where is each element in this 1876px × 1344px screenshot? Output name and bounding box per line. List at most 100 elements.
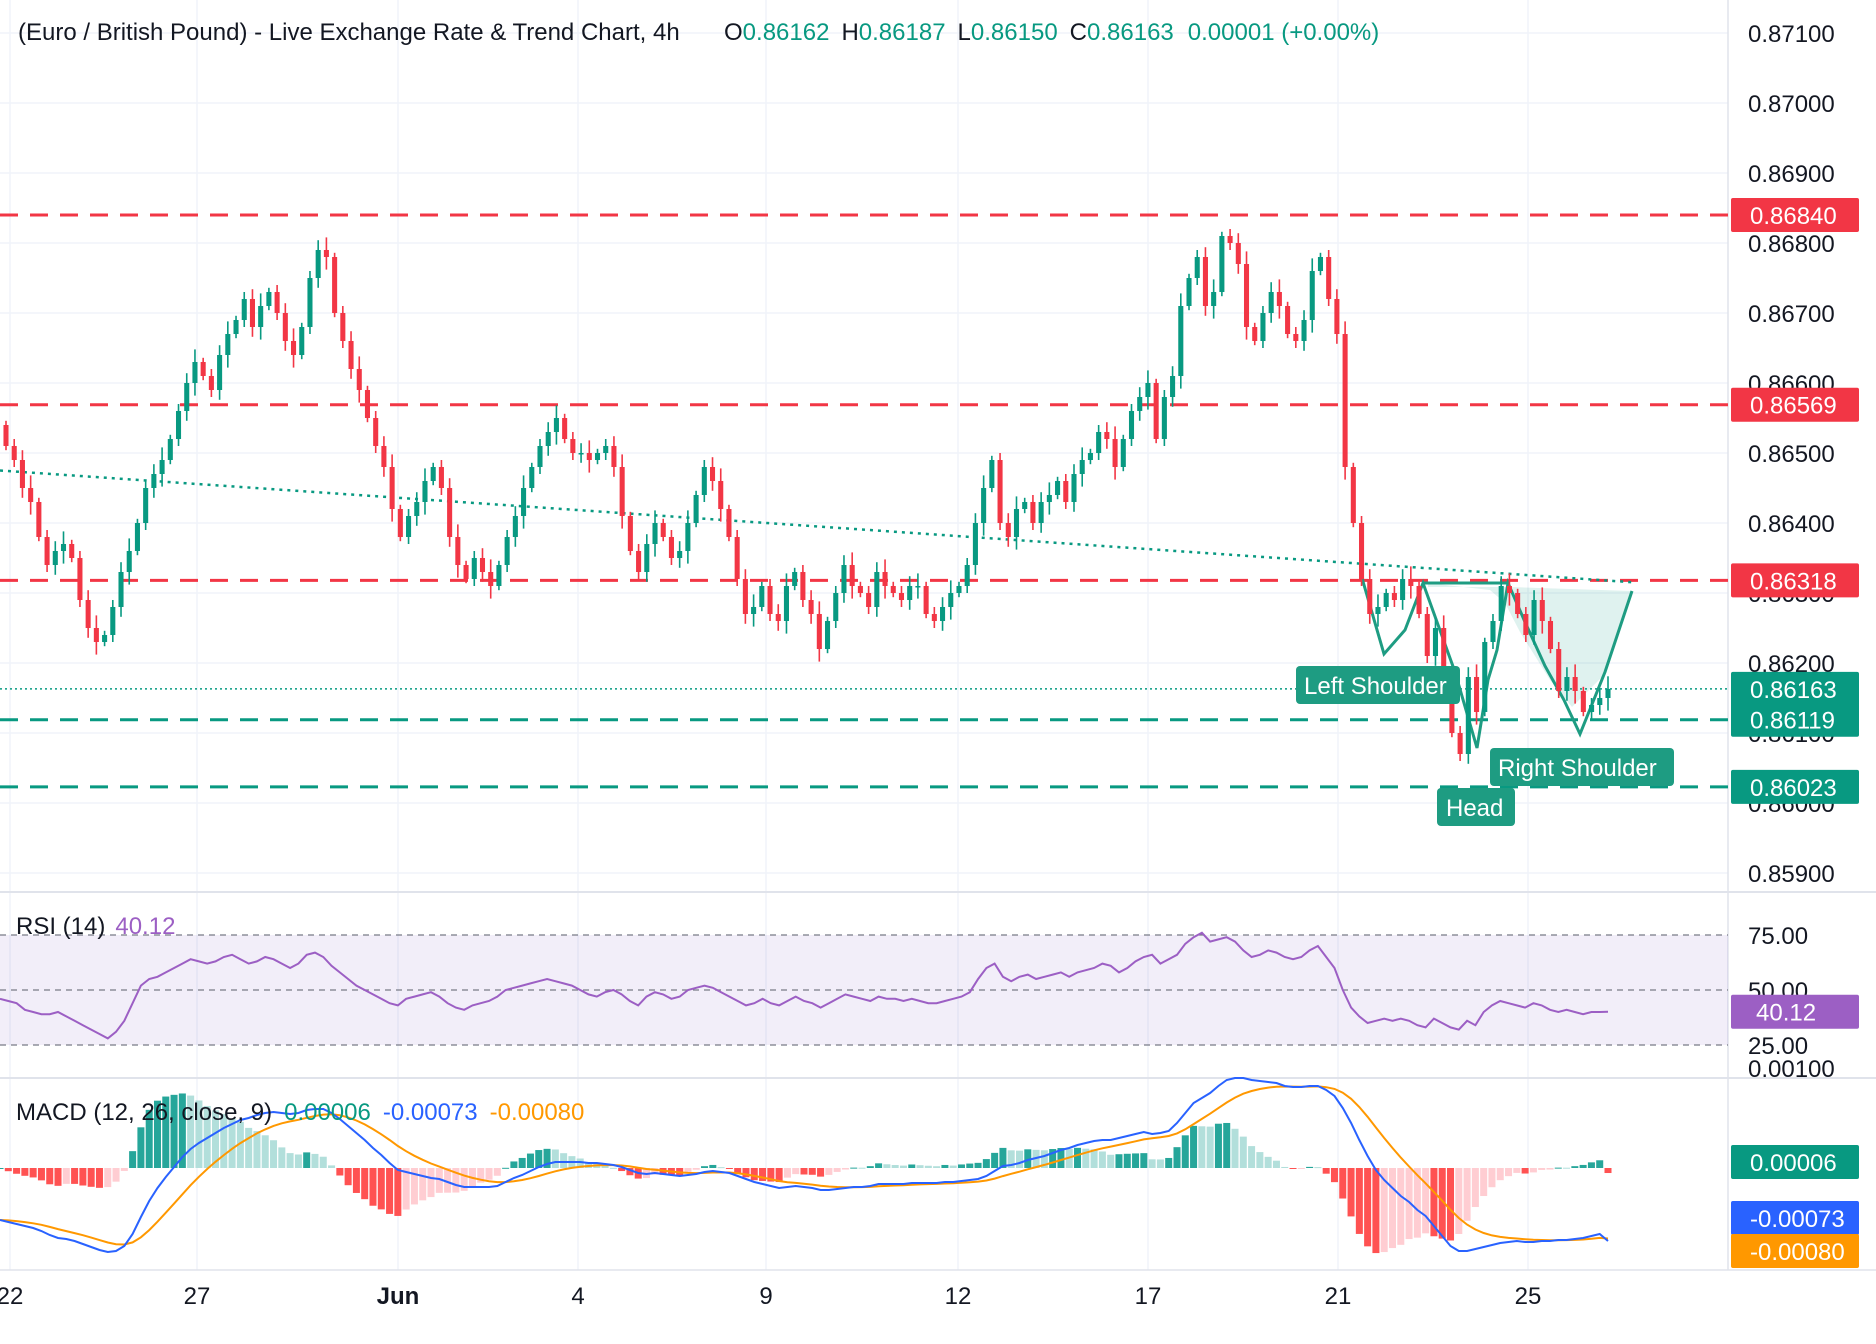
candle-body bbox=[775, 614, 781, 621]
candle-body bbox=[1342, 334, 1348, 467]
candle bbox=[685, 510, 691, 564]
candle bbox=[1211, 279, 1217, 319]
macd-value-tag-text: -0.00080 bbox=[1750, 1239, 1845, 1266]
pattern-outline bbox=[1360, 577, 1634, 749]
candle-body bbox=[693, 495, 699, 523]
descending-trendline bbox=[0, 469, 1637, 584]
candle-body bbox=[241, 299, 247, 320]
price-axis[interactable]: 0.871000.870000.869000.868000.867000.866… bbox=[1731, 21, 1859, 888]
candle bbox=[1506, 573, 1512, 606]
candle-body bbox=[1580, 691, 1586, 712]
macd-histogram-bar bbox=[841, 1168, 849, 1170]
candle-body bbox=[512, 516, 518, 537]
pattern-fill bbox=[1428, 583, 1632, 707]
macd-histogram-bar bbox=[344, 1168, 352, 1186]
rsi-legend: RSI (14) 40.12 bbox=[16, 913, 175, 940]
macd-histogram-bar bbox=[576, 1158, 584, 1168]
candle-body bbox=[825, 621, 831, 649]
candle bbox=[1186, 273, 1192, 311]
candle-body bbox=[118, 572, 124, 607]
candle-body bbox=[126, 551, 132, 572]
candle-body bbox=[1326, 257, 1332, 299]
time-tick-label: 4 bbox=[571, 1283, 584, 1310]
candle-body bbox=[1474, 677, 1480, 712]
candle-body bbox=[701, 467, 707, 495]
candle bbox=[1605, 676, 1611, 711]
candle bbox=[586, 440, 592, 473]
time-tick-label: 27 bbox=[184, 1283, 211, 1310]
candle bbox=[233, 315, 239, 339]
macd-histogram-bar bbox=[145, 1109, 153, 1168]
candle bbox=[866, 586, 872, 614]
candle-body bbox=[1046, 495, 1052, 502]
candle bbox=[1194, 250, 1200, 285]
macd-histogram-bar bbox=[833, 1168, 841, 1172]
macd-histogram-bar bbox=[1248, 1146, 1256, 1168]
candle bbox=[553, 405, 559, 445]
candle bbox=[1170, 366, 1176, 407]
candle-body bbox=[1038, 502, 1044, 523]
candle bbox=[972, 513, 978, 575]
candle bbox=[1046, 482, 1052, 515]
candle bbox=[931, 607, 937, 628]
candle-body bbox=[1120, 439, 1126, 467]
close-value: 0.86163 bbox=[1087, 19, 1174, 46]
candle-body bbox=[19, 460, 25, 488]
candle bbox=[315, 240, 321, 288]
candle-body bbox=[677, 551, 683, 558]
macd-value-tag-text: -0.00073 bbox=[1750, 1206, 1845, 1233]
candle-body bbox=[192, 362, 198, 383]
candle bbox=[1063, 474, 1069, 509]
candle bbox=[1383, 588, 1389, 612]
candle-body bbox=[1441, 628, 1447, 691]
macd-histogram-bar bbox=[394, 1168, 402, 1216]
candle-body bbox=[907, 586, 913, 600]
candle bbox=[299, 322, 305, 360]
macd-histogram-bar bbox=[742, 1168, 750, 1178]
candle-body bbox=[332, 257, 338, 313]
price-level-tag bbox=[1731, 769, 1859, 804]
macd-histogram-bar bbox=[1049, 1149, 1057, 1168]
candle-body bbox=[553, 418, 559, 432]
macd-histogram-bar bbox=[1098, 1151, 1106, 1168]
candle-body bbox=[759, 586, 765, 607]
macd-histogram-bar bbox=[709, 1164, 717, 1168]
candle bbox=[1293, 327, 1299, 348]
candle-body bbox=[282, 313, 288, 341]
macd-histogram-bar bbox=[1115, 1154, 1123, 1168]
time-axis[interactable]: 22 27 Jun 4 9 12 17 21 25 bbox=[0, 1283, 1541, 1310]
candle-body bbox=[660, 523, 666, 537]
candle bbox=[225, 321, 231, 368]
price-level-tag bbox=[1731, 387, 1859, 422]
macd-title: MACD (12, 26, close, 9) bbox=[16, 1099, 272, 1126]
candle bbox=[562, 413, 568, 444]
macd-histogram-bar bbox=[866, 1166, 874, 1168]
candle bbox=[389, 454, 395, 522]
candle bbox=[1055, 476, 1061, 500]
candle-body bbox=[364, 390, 371, 418]
candle bbox=[332, 252, 338, 318]
candle-body bbox=[1367, 579, 1373, 614]
candle-body bbox=[545, 432, 551, 446]
candle-body bbox=[496, 565, 502, 586]
macd-value-tag-text: 0.00006 bbox=[1750, 1150, 1837, 1177]
candle-body bbox=[1506, 586, 1512, 593]
macd-histogram-bar bbox=[1190, 1125, 1198, 1168]
candle-body bbox=[1022, 502, 1028, 509]
candle bbox=[521, 475, 527, 529]
candle bbox=[1268, 282, 1274, 323]
price-level-tag-text: 0.86023 bbox=[1750, 775, 1837, 802]
macd-histogram-bar bbox=[79, 1168, 87, 1186]
macd-histogram-bar bbox=[1430, 1168, 1438, 1237]
macd-histogram-bar bbox=[278, 1147, 286, 1168]
candle-body bbox=[1416, 586, 1422, 614]
macd-histogram-bar bbox=[1272, 1160, 1280, 1168]
candle bbox=[677, 541, 683, 568]
macd-histogram-bar bbox=[236, 1121, 244, 1168]
candle-body bbox=[997, 460, 1003, 523]
candle-body bbox=[1055, 481, 1061, 495]
candle-body bbox=[1605, 688, 1611, 698]
macd-histogram-bar bbox=[410, 1168, 418, 1205]
candle bbox=[783, 573, 789, 634]
